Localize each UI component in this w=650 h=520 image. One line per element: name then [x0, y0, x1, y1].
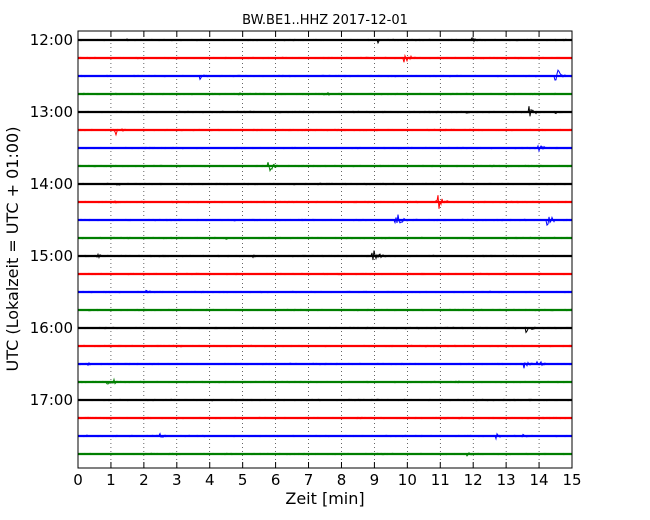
- trace-1400: [77, 182, 573, 186]
- trace-waveform: [77, 432, 573, 441]
- trace-1330: [77, 144, 572, 153]
- trace-1500: [77, 250, 573, 261]
- trace-waveform: [77, 451, 573, 457]
- trace-1545: [77, 308, 573, 312]
- y-axis-title: UTC (Lokalzeit = UTC + 01:00): [3, 127, 22, 372]
- x-tick-label: 14: [530, 471, 549, 489]
- trace-1215: [77, 53, 573, 63]
- x-tick-label: 10: [398, 471, 417, 489]
- trace-waveform: [77, 308, 573, 312]
- vertical-grid: [110, 31, 540, 468]
- trace-1445: [77, 236, 573, 240]
- x-tick-label: 2: [139, 471, 149, 489]
- x-tick-label: 5: [238, 471, 248, 489]
- trace-1415: [77, 195, 572, 209]
- x-tick-label: 12: [464, 471, 483, 489]
- y-tick-label: 16:00: [30, 319, 73, 337]
- x-tick-label: 15: [562, 471, 581, 489]
- trace-waveform: [77, 250, 573, 261]
- trace-1515: [77, 272, 573, 276]
- trace-1715: [77, 416, 573, 420]
- trace-1745: [77, 451, 573, 457]
- x-tick-labels: 0 1 2 3 4 5 6 7 8 9 10 11 12 13 14 15: [73, 471, 581, 489]
- x-tick-label: 13: [497, 471, 516, 489]
- x-tick-label: 9: [370, 471, 380, 489]
- trace-waveform: [77, 37, 573, 45]
- trace-waveform: [77, 162, 573, 173]
- trace-1645: [77, 377, 573, 385]
- trace-waveform: [77, 360, 573, 369]
- x-tick-label: 11: [431, 471, 450, 489]
- trace-waveform: [78, 69, 573, 81]
- trace-1730: [77, 432, 573, 441]
- x-tick-label: 3: [172, 471, 182, 489]
- trace-1615: [77, 344, 573, 348]
- trace-lines: [77, 37, 573, 457]
- y-tick-labels: 12:00 13:00 14:00 15:00 16:00 17:00: [30, 31, 73, 409]
- y-tick-label: 13:00: [30, 103, 73, 121]
- trace-1600: [77, 326, 573, 334]
- plot-frame: [77, 30, 573, 469]
- x-tick-label: 4: [205, 471, 215, 489]
- trace-waveform: [77, 195, 572, 209]
- trace-1230: [78, 69, 573, 81]
- trace-waveform: [77, 289, 573, 294]
- trace-waveform: [77, 91, 573, 97]
- trace-1300: [77, 106, 573, 117]
- trace-waveform: [77, 326, 573, 334]
- trace-1245: [77, 91, 573, 97]
- trace-waveform: [77, 344, 573, 348]
- x-tick-label: 8: [337, 471, 347, 489]
- trace-waveform: [77, 144, 572, 153]
- x-tick-label: 1: [106, 471, 116, 489]
- x-tick-label: 0: [73, 471, 83, 489]
- x-tick-label: 6: [271, 471, 281, 489]
- trace-1315: [77, 128, 573, 137]
- trace-waveform: [77, 214, 573, 227]
- trace-waveform: [77, 236, 573, 240]
- x-axis-title: Zeit [min]: [285, 489, 364, 508]
- axis-ticks: [77, 31, 573, 468]
- trace-waveform: [77, 272, 573, 276]
- trace-waveform: [77, 182, 573, 186]
- trace-waveform: [77, 377, 573, 385]
- trace-1430: [77, 214, 573, 227]
- trace-waveform: [77, 398, 573, 402]
- trace-waveform: [77, 128, 573, 137]
- trace-1200: [77, 37, 573, 45]
- trace-1345: [77, 162, 573, 173]
- y-tick-label: 17:00: [30, 391, 73, 409]
- chart-title: BW.BE1..HHZ 2017-12-01: [242, 13, 408, 28]
- y-tick-label: 15:00: [30, 247, 73, 265]
- trace-1700: [77, 398, 573, 402]
- y-tick-label: 12:00: [30, 31, 73, 49]
- trace-1630: [77, 360, 573, 369]
- trace-waveform: [77, 53, 573, 63]
- trace-1530: [77, 289, 573, 294]
- trace-waveform: [77, 106, 573, 117]
- x-tick-label: 7: [304, 471, 314, 489]
- trace-waveform: [77, 416, 573, 420]
- y-tick-label: 14:00: [30, 175, 73, 193]
